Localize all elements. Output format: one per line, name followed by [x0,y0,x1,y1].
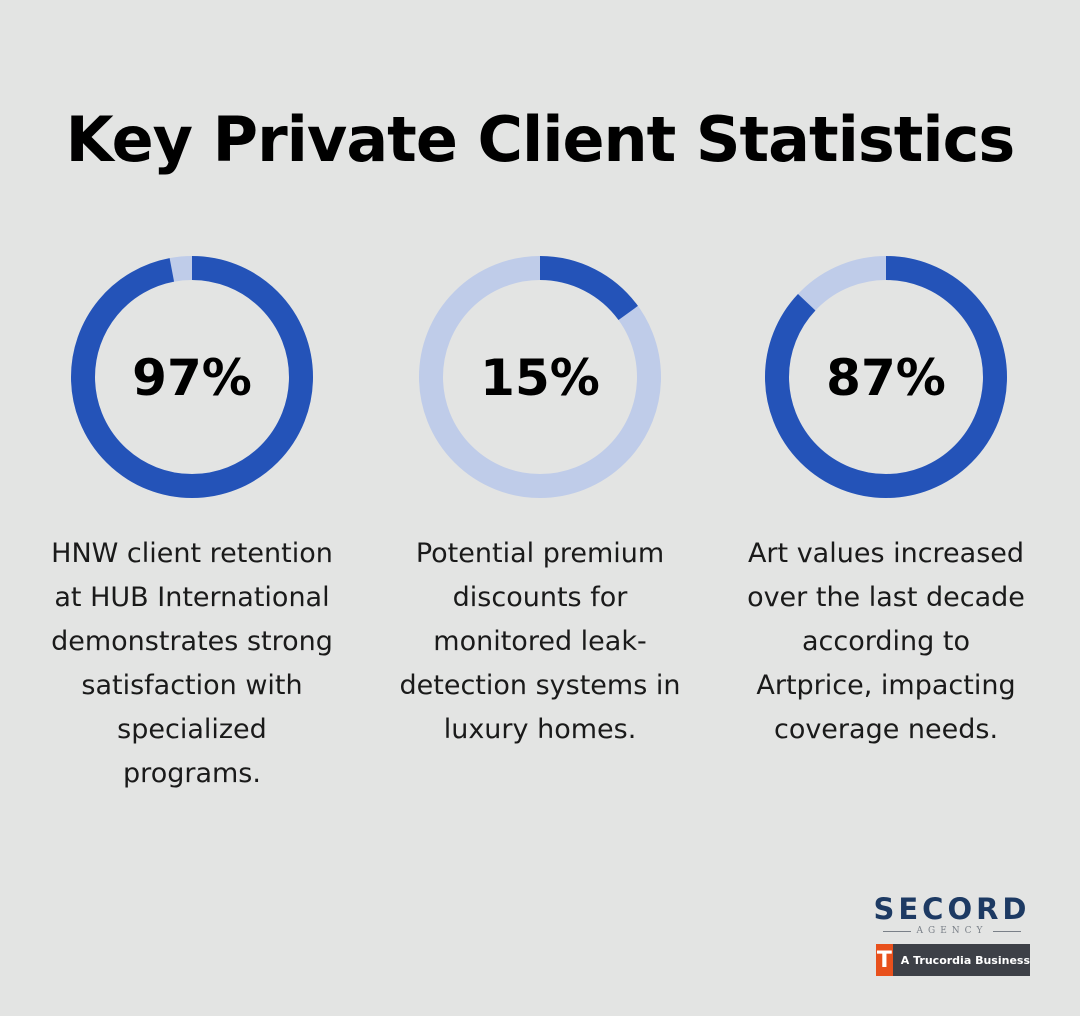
donut-value-arc [765,256,1007,498]
stat-card-premium-discount: 15% Potential premium discounts for monitor… [380,254,700,752]
stat-description-line: over the last decade [747,582,1025,613]
donut-value-label: 87% [826,349,946,407]
page-title: Key Private Client Statistics [65,103,1016,176]
stat-description-line: Artprice, impacting [756,670,1016,701]
stat-description-line: HNW client retention [51,538,333,569]
donut-value-arc [419,256,661,498]
trucordia-badge: T A Trucordia Business [876,944,1030,976]
stat-description-line: satisfaction with [81,670,303,701]
brand-logo: SECORD AGENCY T A Trucordia Business [862,894,1042,976]
stat-description-line: detection systems in [399,670,681,701]
donut-chart: 97% [71,256,313,498]
donut-value-label: 97% [132,349,252,407]
stat-description-line: Potential premium [415,538,665,569]
stat-description-line: specialized [117,714,267,745]
brand-subtitle-text: AGENCY [916,926,988,936]
donut-value-label: 15% [480,349,600,407]
trucordia-badge-text: A Trucordia Business [900,953,1030,967]
stat-description-line: coverage needs. [773,714,999,745]
donut-chart: 87% [765,256,1007,498]
stat-description-line: demonstrates strong [51,626,333,657]
stat-description: Art values increased over the last decade… [726,532,1046,752]
brand-subtitle: AGENCY [862,926,1042,936]
stat-card-art-values: 87% Art values increased over the last dec… [726,254,1046,752]
brand-name: SECORD [873,892,1031,926]
divider [882,930,911,932]
stat-description-line: programs. [123,758,261,789]
stat-description-line: according to [802,626,970,657]
donut-chart: 15% [419,256,661,498]
stat-description-line: Art values increased [747,538,1025,569]
stat-description-line: discounts for [452,582,628,613]
trucordia-t-logo-icon: T [876,944,893,976]
stat-description-line: luxury homes. [443,714,637,745]
stat-description: HNW client retention at HUB International… [32,532,352,796]
donut-value-arc [71,256,313,498]
stat-description: Potential premium discounts for monitored … [380,532,700,752]
divider [993,930,1022,932]
stat-card-retention: 97% HNW client retention at HUB Internatio… [32,254,352,796]
stat-description-line: at HUB International [54,582,330,613]
stat-description-line: monitored leak- [433,626,647,657]
